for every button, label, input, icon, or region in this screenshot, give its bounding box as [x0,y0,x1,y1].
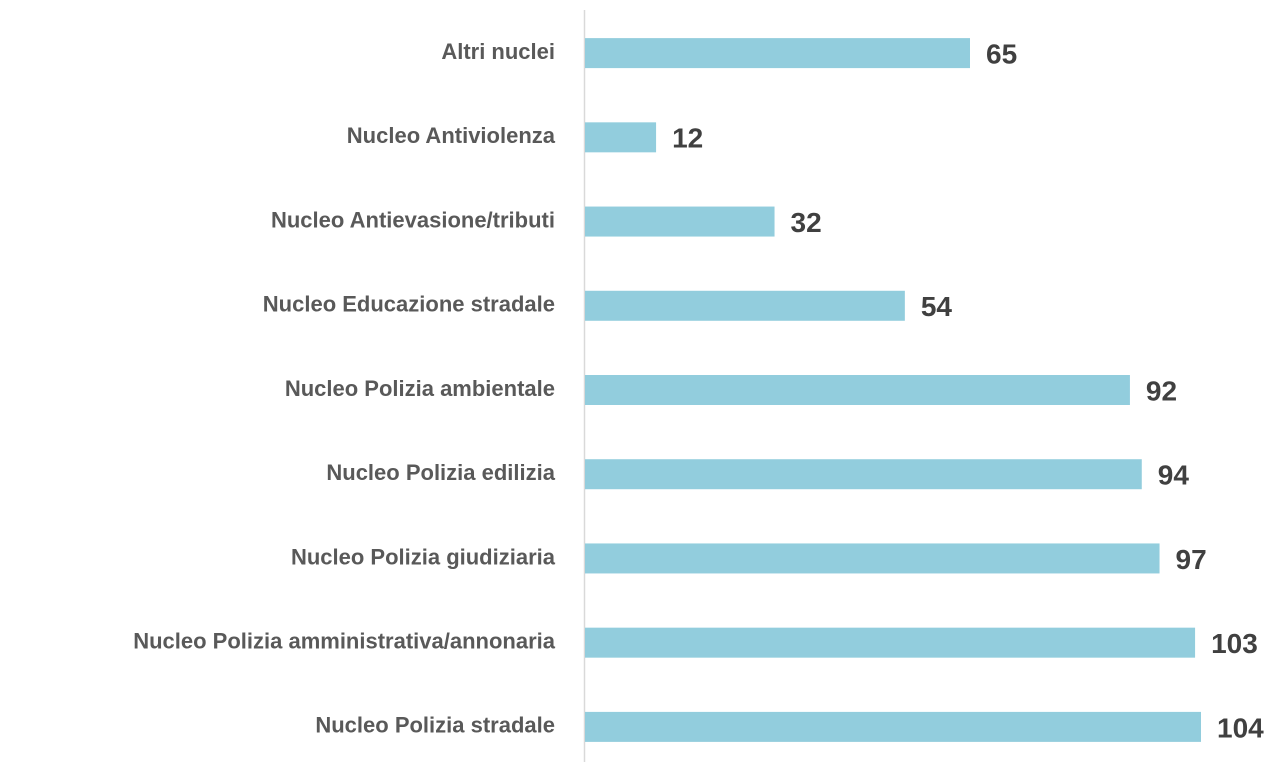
bar [585,711,1201,742]
bar [585,459,1142,490]
value-label: 32 [791,207,822,238]
category-label: Nucleo Polizia ambientale [285,376,555,401]
value-label: 103 [1211,628,1258,659]
bar [585,38,970,69]
value-label: 104 [1217,712,1264,743]
value-label: 65 [986,39,1017,70]
value-label: 92 [1146,375,1177,406]
category-label: Nucleo Polizia giudiziaria [291,544,556,569]
value-label: 12 [672,123,703,154]
bar [585,206,775,237]
value-label: 54 [921,291,953,322]
category-label: Nucleo Polizia amministrativa/annonaria [133,628,556,653]
value-label: 97 [1176,544,1207,575]
category-label: Nucleo Antievasione/tributi [271,207,555,232]
category-label: Nucleo Antiviolenza [347,123,556,148]
bar [585,375,1130,405]
bar [585,627,1196,658]
bar [585,290,905,321]
value-label: 94 [1158,460,1190,491]
category-label: Nucleo Polizia edilizia [326,460,555,485]
category-label: Nucleo Polizia stradale [315,713,555,738]
category-label: Altri nuclei [441,39,555,64]
bar [585,543,1160,574]
bar [585,122,657,153]
category-label: Nucleo Educazione stradale [263,292,555,317]
